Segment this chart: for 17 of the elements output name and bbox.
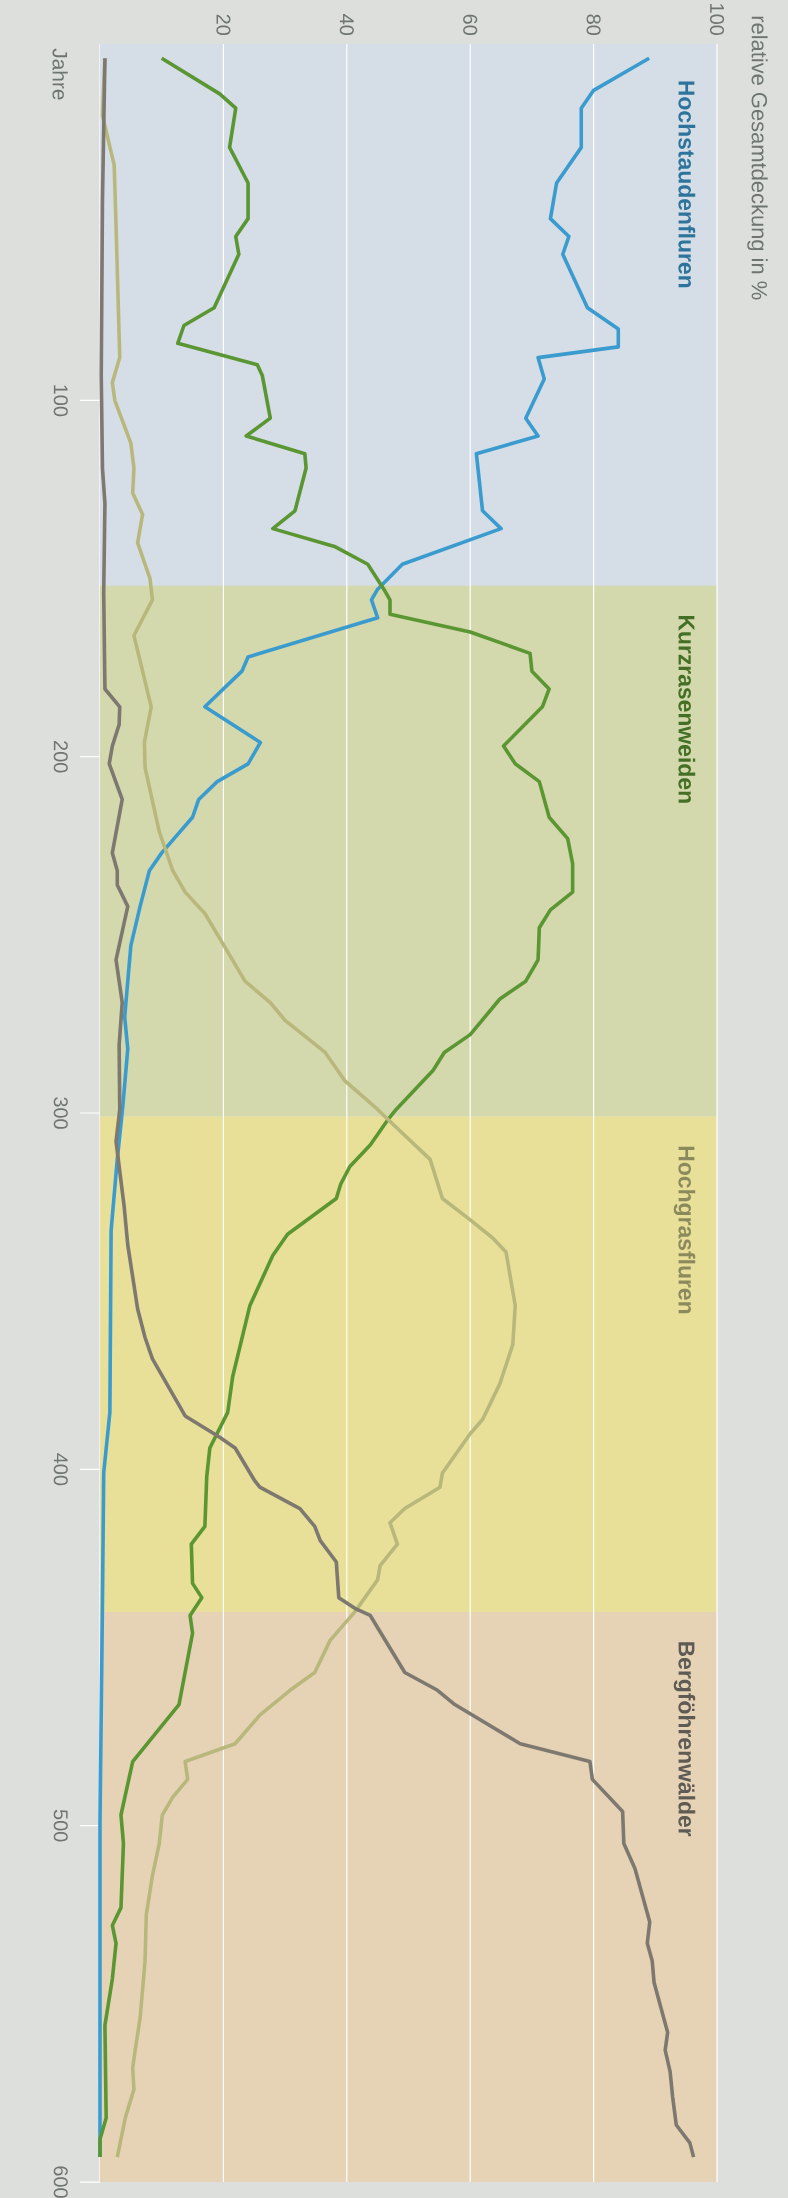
x-tick-label: 60 — [463, 14, 478, 36]
band-label: Kurzrasenweiden — [678, 615, 696, 803]
y-tick-label: 100 — [53, 385, 68, 417]
band-label: Hochstaudenfluren — [678, 81, 696, 288]
x-tick-label: 100 — [709, 4, 725, 36]
y-axis-title: Jahre — [52, 48, 68, 100]
y-tick-label: 200 — [53, 741, 68, 773]
band-label: Hochgrasfluren — [673, 1146, 696, 1314]
y-tick-label: 300 — [53, 1097, 68, 1129]
y-tick-label: 400 — [53, 1453, 68, 1486]
x-tick-label: 80 — [586, 14, 601, 36]
band-label: Bergföhrenwälder — [673, 1642, 696, 1837]
y-tick-label: 600 — [53, 2166, 68, 2198]
x-tick-label: 40 — [339, 14, 354, 36]
text: relative Gesamtdeckung in % — [747, 16, 768, 300]
x-tick-label: 20 — [216, 14, 231, 36]
y-tick-label: 500 — [53, 1809, 68, 1842]
